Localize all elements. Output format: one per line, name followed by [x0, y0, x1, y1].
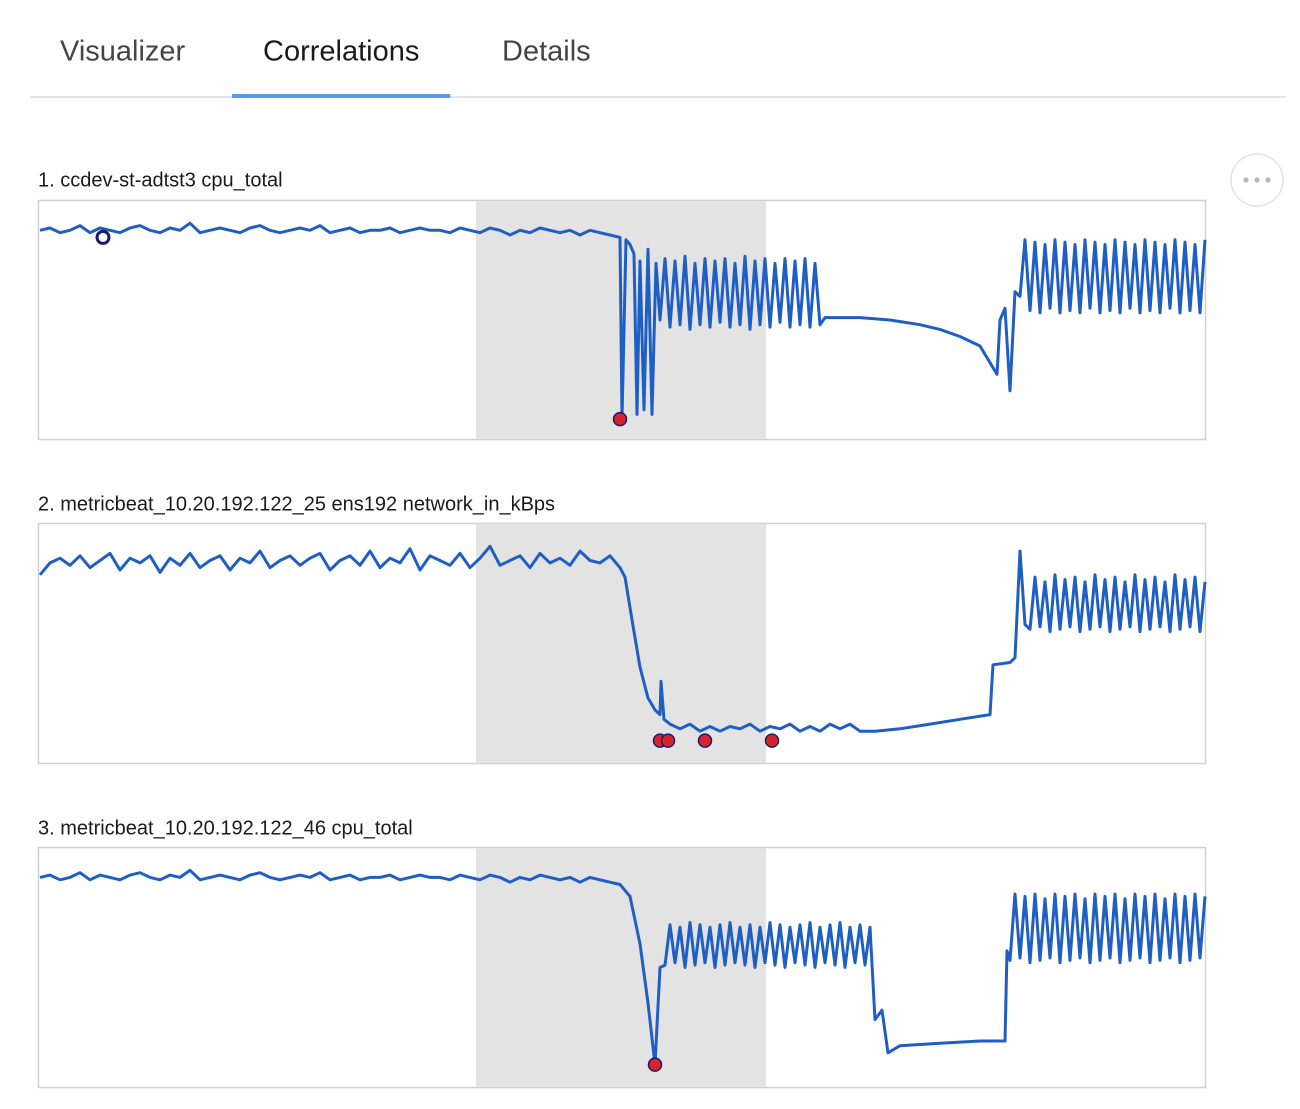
dot [1265, 177, 1271, 183]
tab[interactable]: Visualizer [60, 36, 186, 68]
chart [37, 522, 1207, 765]
anomaly-point [697, 733, 713, 748]
tab[interactable]: Correlations [263, 36, 419, 68]
dot [1254, 177, 1260, 183]
anomaly-point [612, 411, 628, 427]
chart-title: 1. ccdev-st-adtst3 cpu_total [38, 169, 283, 191]
anomaly-point [764, 733, 780, 748]
anomaly-point [660, 733, 676, 748]
anomaly-point [95, 229, 111, 245]
series-line [38, 544, 1207, 733]
active-tab-underline [232, 94, 451, 98]
tab[interactable]: Details [502, 36, 591, 68]
highlight-region [476, 524, 766, 763]
more-button[interactable] [1230, 153, 1284, 207]
chart [37, 199, 1207, 441]
chart [37, 846, 1207, 1089]
series-line [39, 221, 1207, 421]
chart-title: 3. metricbeat_10.20.192.122_46 cpu_total [38, 817, 413, 839]
dot [1243, 177, 1249, 183]
chart-title: 2. metricbeat_10.20.192.122_25 ens192 ne… [38, 493, 555, 515]
series-line [39, 868, 1207, 1067]
anomaly-point [647, 1057, 663, 1072]
